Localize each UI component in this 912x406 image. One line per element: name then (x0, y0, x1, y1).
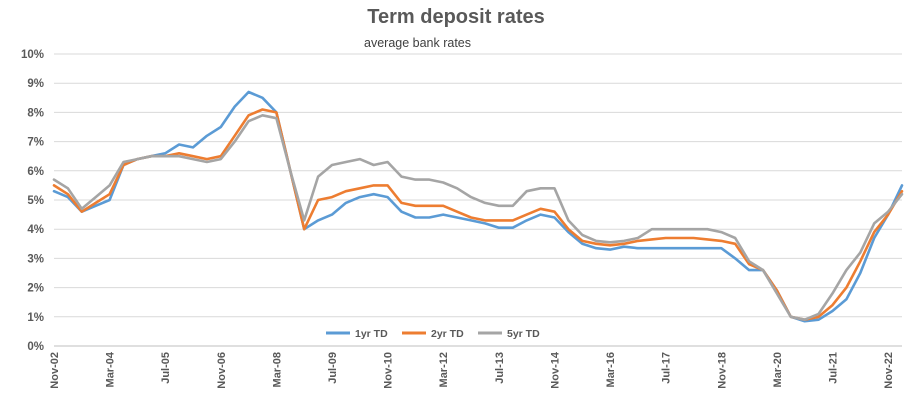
x-tick-label: Mar-20 (772, 352, 784, 387)
y-tick-label: 7% (27, 137, 44, 149)
y-tick-label: 10% (21, 49, 44, 61)
y-tick-label: 0% (27, 341, 44, 353)
legend-label: 1yr TD (355, 328, 388, 340)
y-axis: 0% 1% 2% 3% 4% 5% 6% 7% 8% 9% 10% (21, 49, 44, 353)
y-tick-label: 5% (27, 195, 44, 207)
x-tick-label: Nov-14 (549, 351, 561, 389)
y-tick-label: 3% (27, 253, 44, 265)
x-tick-label: Jul-21 (827, 352, 839, 384)
y-tick-label: 9% (27, 78, 44, 90)
x-axis: Nov-02 Mar-04 Jul-05 Nov-06 Mar-08 Jul-09 Nov-… (49, 351, 895, 389)
y-tick-label: 6% (27, 166, 44, 178)
y-tick-label: 4% (27, 224, 44, 236)
x-tick-label: Jul-17 (661, 352, 673, 384)
y-tick-label: 1% (27, 312, 44, 324)
legend: 1yr TD 2yr TD 5yr TD (326, 328, 540, 340)
x-tick-label: Nov-10 (383, 352, 395, 389)
y-tick-label: 2% (27, 283, 44, 295)
x-tick-label: Jul-05 (160, 352, 172, 384)
x-tick-label: Nov-22 (883, 352, 895, 389)
x-tick-label: Nov-02 (49, 352, 61, 389)
legend-label: 5yr TD (507, 328, 540, 340)
x-tick-label: Mar-08 (271, 352, 283, 387)
x-tick-label: Mar-16 (605, 352, 617, 387)
x-tick-label: Jul-09 (327, 352, 339, 384)
x-tick-label: Mar-12 (438, 352, 450, 387)
x-tick-label: Nov-18 (716, 352, 728, 389)
x-tick-label: Mar-04 (105, 351, 117, 387)
x-tick-label: Nov-06 (216, 352, 228, 389)
x-tick-label: Jul-13 (494, 352, 506, 384)
legend-label: 2yr TD (431, 328, 464, 340)
series-lines (54, 92, 902, 321)
y-tick-label: 8% (27, 107, 44, 119)
